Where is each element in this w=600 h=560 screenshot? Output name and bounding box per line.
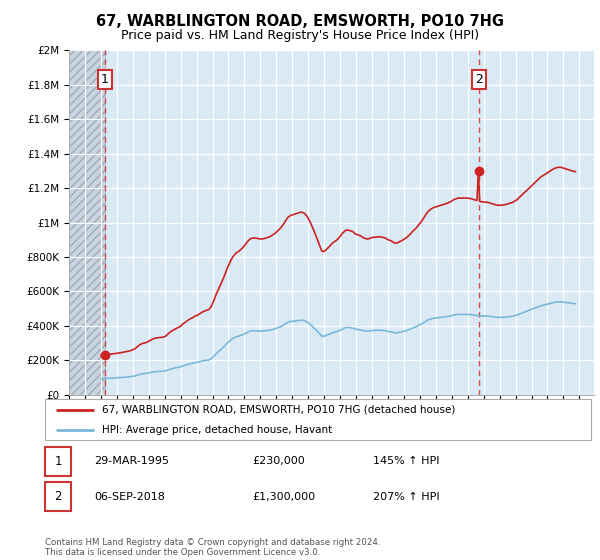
Bar: [69, 50, 105, 395]
Text: 06-SEP-2018: 06-SEP-2018: [94, 492, 165, 502]
Text: 1: 1: [55, 455, 62, 468]
Text: 1: 1: [101, 73, 109, 86]
Text: Price paid vs. HM Land Registry's House Price Index (HPI): Price paid vs. HM Land Registry's House …: [121, 29, 479, 42]
Text: 29-MAR-1995: 29-MAR-1995: [94, 456, 169, 466]
FancyBboxPatch shape: [45, 399, 591, 440]
Text: 67, WARBLINGTON ROAD, EMSWORTH, PO10 7HG (detached house): 67, WARBLINGTON ROAD, EMSWORTH, PO10 7HG…: [103, 405, 456, 415]
FancyBboxPatch shape: [45, 482, 71, 511]
Text: Contains HM Land Registry data © Crown copyright and database right 2024.
This d: Contains HM Land Registry data © Crown c…: [45, 538, 380, 557]
Text: HPI: Average price, detached house, Havant: HPI: Average price, detached house, Hava…: [103, 425, 332, 435]
FancyBboxPatch shape: [45, 447, 71, 476]
Text: 2: 2: [475, 73, 482, 86]
Text: 67, WARBLINGTON ROAD, EMSWORTH, PO10 7HG: 67, WARBLINGTON ROAD, EMSWORTH, PO10 7HG: [96, 14, 504, 29]
Text: £230,000: £230,000: [253, 456, 305, 466]
Text: £1,300,000: £1,300,000: [253, 492, 316, 502]
Text: 2: 2: [55, 490, 62, 503]
Text: 207% ↑ HPI: 207% ↑ HPI: [373, 492, 439, 502]
Text: 145% ↑ HPI: 145% ↑ HPI: [373, 456, 439, 466]
